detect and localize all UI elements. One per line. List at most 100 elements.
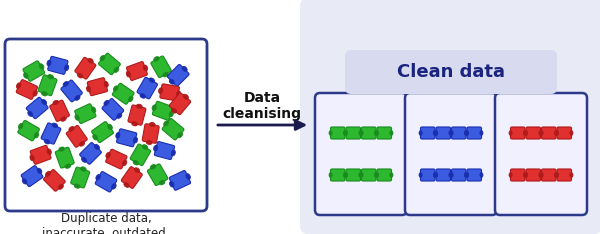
Ellipse shape <box>74 184 80 188</box>
Ellipse shape <box>41 92 47 96</box>
Ellipse shape <box>523 173 526 177</box>
Ellipse shape <box>540 131 543 135</box>
Ellipse shape <box>69 127 74 131</box>
FancyBboxPatch shape <box>23 61 44 81</box>
FancyBboxPatch shape <box>127 62 148 80</box>
Ellipse shape <box>126 71 130 77</box>
FancyBboxPatch shape <box>142 124 159 143</box>
FancyBboxPatch shape <box>26 97 48 119</box>
Ellipse shape <box>419 173 422 177</box>
Ellipse shape <box>146 140 152 144</box>
FancyBboxPatch shape <box>16 80 38 99</box>
Ellipse shape <box>152 105 156 110</box>
Ellipse shape <box>33 91 37 96</box>
FancyBboxPatch shape <box>451 169 466 181</box>
Ellipse shape <box>344 173 347 177</box>
Ellipse shape <box>37 168 42 174</box>
Ellipse shape <box>164 121 169 126</box>
Ellipse shape <box>52 123 58 128</box>
Ellipse shape <box>390 131 393 135</box>
Ellipse shape <box>79 142 85 146</box>
Ellipse shape <box>53 100 58 105</box>
Ellipse shape <box>524 173 527 177</box>
FancyBboxPatch shape <box>152 101 173 120</box>
Ellipse shape <box>128 96 133 102</box>
FancyBboxPatch shape <box>61 80 82 102</box>
Ellipse shape <box>176 91 181 97</box>
FancyBboxPatch shape <box>346 127 361 139</box>
Ellipse shape <box>343 173 346 177</box>
FancyBboxPatch shape <box>160 84 179 101</box>
FancyBboxPatch shape <box>526 127 541 139</box>
Ellipse shape <box>449 173 452 177</box>
FancyBboxPatch shape <box>92 122 113 143</box>
Ellipse shape <box>376 131 379 135</box>
Ellipse shape <box>116 132 120 138</box>
Ellipse shape <box>114 67 119 72</box>
Text: Data
cleanising: Data cleanising <box>223 91 302 121</box>
Ellipse shape <box>133 161 139 165</box>
Ellipse shape <box>360 173 363 177</box>
FancyBboxPatch shape <box>48 56 68 74</box>
Ellipse shape <box>158 88 163 94</box>
FancyBboxPatch shape <box>130 144 151 166</box>
Text: Duplicate data,
inaccurate, outdated,
empty and wrong.: Duplicate data, inaccurate, outdated, em… <box>42 212 170 234</box>
FancyBboxPatch shape <box>361 127 376 139</box>
FancyBboxPatch shape <box>557 127 572 139</box>
FancyBboxPatch shape <box>511 127 525 139</box>
FancyBboxPatch shape <box>346 169 361 181</box>
Ellipse shape <box>570 173 573 177</box>
FancyBboxPatch shape <box>95 172 117 192</box>
Ellipse shape <box>359 131 362 135</box>
Ellipse shape <box>171 150 175 156</box>
FancyBboxPatch shape <box>75 57 96 79</box>
Ellipse shape <box>172 108 176 113</box>
FancyBboxPatch shape <box>405 93 497 215</box>
Ellipse shape <box>434 173 437 177</box>
Ellipse shape <box>523 131 526 135</box>
Ellipse shape <box>46 172 50 176</box>
Ellipse shape <box>28 111 32 116</box>
FancyBboxPatch shape <box>112 83 134 104</box>
FancyBboxPatch shape <box>50 100 70 121</box>
Ellipse shape <box>554 173 557 177</box>
FancyBboxPatch shape <box>55 147 74 168</box>
Ellipse shape <box>359 173 362 177</box>
Ellipse shape <box>149 78 155 82</box>
FancyBboxPatch shape <box>467 127 482 139</box>
Ellipse shape <box>63 81 68 86</box>
FancyBboxPatch shape <box>44 169 65 191</box>
Ellipse shape <box>466 173 469 177</box>
Ellipse shape <box>390 173 393 177</box>
Ellipse shape <box>75 95 80 100</box>
Ellipse shape <box>343 131 346 135</box>
FancyBboxPatch shape <box>167 64 189 86</box>
Ellipse shape <box>19 123 23 129</box>
FancyBboxPatch shape <box>421 127 435 139</box>
Ellipse shape <box>466 131 469 135</box>
Ellipse shape <box>149 123 155 127</box>
Ellipse shape <box>539 173 542 177</box>
FancyBboxPatch shape <box>511 169 525 181</box>
Ellipse shape <box>117 113 122 118</box>
FancyBboxPatch shape <box>421 169 435 181</box>
Ellipse shape <box>450 173 453 177</box>
Ellipse shape <box>96 175 100 180</box>
FancyBboxPatch shape <box>154 142 175 160</box>
FancyBboxPatch shape <box>331 169 345 181</box>
Ellipse shape <box>449 131 452 135</box>
Ellipse shape <box>65 65 68 71</box>
FancyBboxPatch shape <box>148 164 168 186</box>
Ellipse shape <box>169 79 174 84</box>
Ellipse shape <box>540 173 543 177</box>
Ellipse shape <box>329 131 332 135</box>
Ellipse shape <box>433 173 436 177</box>
Ellipse shape <box>182 66 187 71</box>
Ellipse shape <box>329 173 332 177</box>
Ellipse shape <box>75 115 79 120</box>
Ellipse shape <box>183 94 188 99</box>
Ellipse shape <box>40 64 44 69</box>
Ellipse shape <box>433 131 436 135</box>
Ellipse shape <box>360 131 363 135</box>
Ellipse shape <box>419 131 422 135</box>
